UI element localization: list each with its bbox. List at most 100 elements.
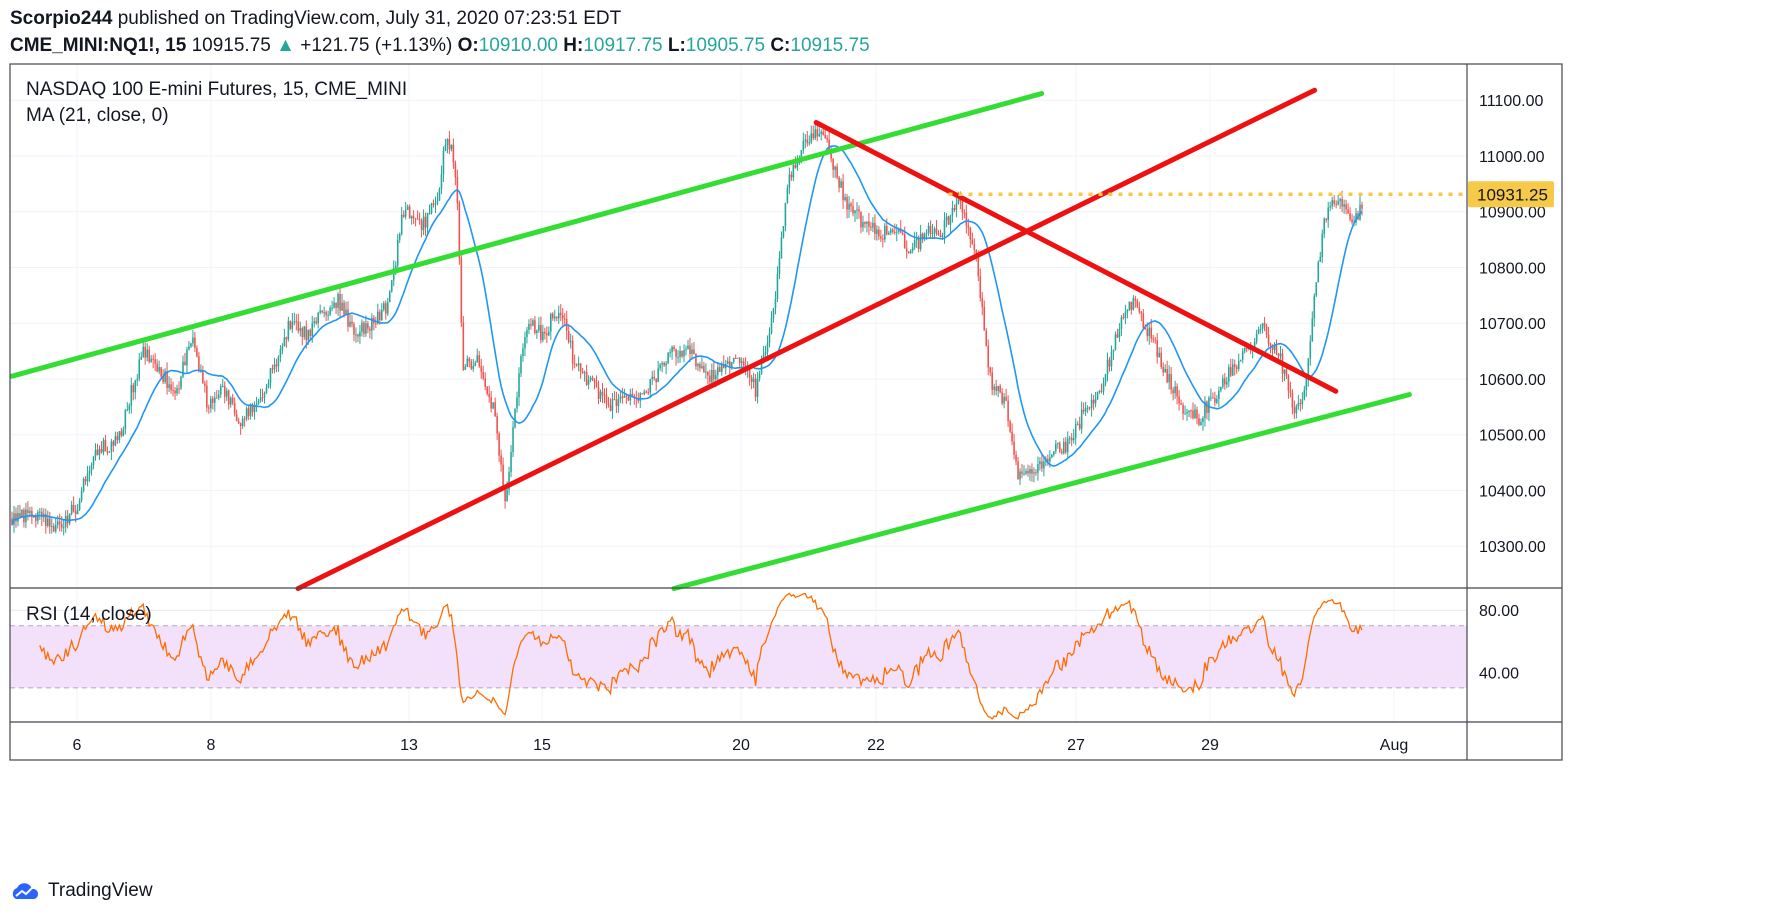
candle-body xyxy=(913,240,916,248)
candle-body xyxy=(844,197,846,200)
candle-body xyxy=(27,509,29,514)
candle-body xyxy=(430,203,433,214)
candles xyxy=(11,121,1363,536)
candle-body xyxy=(416,218,419,220)
candle-body xyxy=(84,478,87,482)
candle-body xyxy=(1204,401,1206,419)
candle-body xyxy=(78,500,81,510)
time-tick-label: 22 xyxy=(867,737,885,754)
candle-body xyxy=(382,303,385,310)
candle-body xyxy=(832,158,834,170)
candle-body xyxy=(1176,386,1178,397)
candle-body xyxy=(1297,402,1300,406)
candle-body xyxy=(313,321,316,324)
candle-body xyxy=(436,200,439,204)
candle-body xyxy=(237,421,240,424)
upper-channel-line xyxy=(9,91,1045,379)
lower-channel-line xyxy=(671,392,1412,592)
rsi-14-line xyxy=(39,592,1363,720)
brand-name: TradingView xyxy=(48,880,153,901)
legend-rsi[interactable]: RSI (14, close) xyxy=(26,604,152,625)
candle-body xyxy=(198,356,200,372)
low-label: L: xyxy=(667,35,686,56)
candle-body xyxy=(426,213,429,228)
candle-body xyxy=(528,324,530,330)
candle-body xyxy=(1277,354,1280,357)
candle-body xyxy=(1023,473,1025,475)
candle-body xyxy=(611,399,614,411)
candle-body xyxy=(836,166,838,178)
candle-body xyxy=(804,139,807,141)
candle-body xyxy=(1263,323,1266,327)
candle-body xyxy=(448,138,451,150)
candle-body xyxy=(345,309,347,315)
candle-body xyxy=(204,383,206,386)
legend-title[interactable]: NASDAQ 100 E-mini Futures, 15, CME_MINI xyxy=(26,79,407,100)
candle-body xyxy=(856,209,858,211)
falling-trend-line xyxy=(813,120,1339,394)
candle-body xyxy=(1102,383,1105,392)
candle-body xyxy=(1003,396,1005,404)
candle-body xyxy=(995,386,997,391)
candle-body xyxy=(116,436,119,441)
candle-body xyxy=(550,313,552,332)
candle-body xyxy=(1212,397,1214,399)
candle-body xyxy=(607,403,610,406)
candle-body xyxy=(138,359,141,379)
candle-body xyxy=(329,307,331,315)
candle-body xyxy=(458,202,461,259)
candle-body xyxy=(1140,311,1143,314)
candle-body xyxy=(657,368,659,383)
candle-body xyxy=(1275,344,1278,355)
candle-body xyxy=(478,355,481,367)
candle-body xyxy=(331,307,333,309)
candle-body xyxy=(818,133,821,137)
candle-body xyxy=(404,209,407,217)
candle-body xyxy=(1060,451,1063,454)
candle-body xyxy=(776,274,779,299)
candle-body xyxy=(349,321,351,327)
candle-body xyxy=(878,229,880,237)
candle-body xyxy=(649,379,652,393)
candle-body xyxy=(722,363,725,369)
candle-body xyxy=(160,367,162,377)
candle-body xyxy=(937,233,940,236)
open-value: 10910.00 xyxy=(478,35,558,56)
tradingview-footer[interactable]: TradingView xyxy=(10,880,153,902)
candle-body xyxy=(367,323,369,329)
candle-body xyxy=(639,393,642,401)
candle-body xyxy=(309,329,312,337)
candle-body xyxy=(124,410,127,430)
legend-ma[interactable]: MA (21, close, 0) xyxy=(26,105,169,126)
candle-body xyxy=(685,349,687,351)
candle-body xyxy=(520,356,522,374)
candle-body xyxy=(273,364,276,370)
candle-body xyxy=(39,511,41,513)
candle-body xyxy=(645,391,648,393)
candle-body xyxy=(1293,407,1296,414)
candle-body xyxy=(975,249,978,256)
candle-body xyxy=(1108,359,1111,367)
candle-body xyxy=(259,397,262,402)
candle-body xyxy=(305,326,308,341)
candle-body xyxy=(337,293,339,308)
candle-body xyxy=(357,334,359,337)
last-price: 10915.75 xyxy=(191,35,271,56)
candle-body xyxy=(1182,404,1184,414)
low-value: 10905.75 xyxy=(685,35,766,56)
author-name[interactable]: Scorpio244 xyxy=(10,8,113,29)
candle-body xyxy=(826,137,828,140)
candle-body xyxy=(623,395,626,398)
candle-body xyxy=(567,330,570,343)
trendlines[interactable] xyxy=(9,87,1467,592)
candle-body xyxy=(1031,468,1033,474)
candle-body xyxy=(303,326,306,338)
candle-body xyxy=(100,448,103,453)
candle-body xyxy=(1309,341,1312,359)
candle-body xyxy=(496,416,498,434)
candle-body xyxy=(548,331,550,336)
candle-body xyxy=(1092,399,1095,404)
candle-body xyxy=(289,321,292,329)
candle-body xyxy=(953,208,956,210)
